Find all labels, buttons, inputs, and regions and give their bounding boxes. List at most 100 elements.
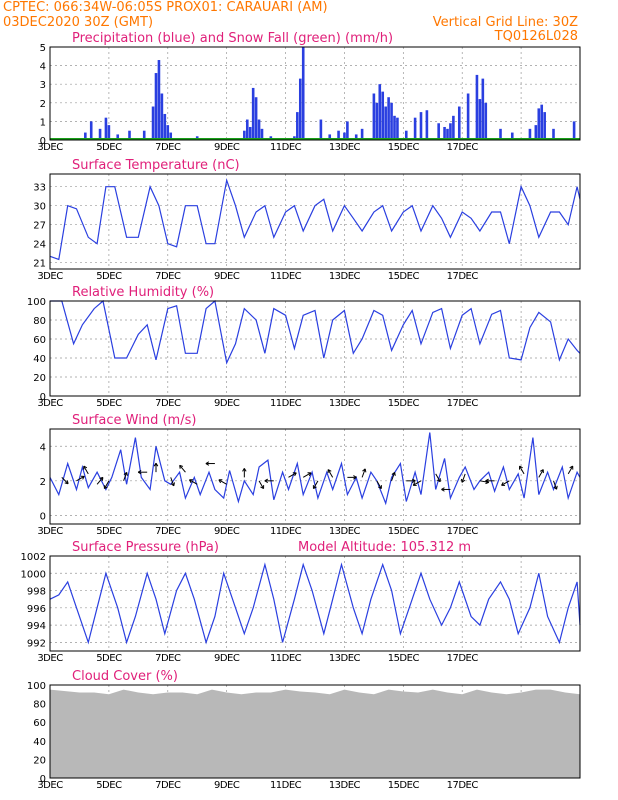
wind-arrowhead (378, 485, 382, 490)
wind-arrow (258, 480, 264, 489)
pres-xtick: 17DEC (447, 653, 479, 664)
precip-bar (528, 128, 532, 140)
temp-xtick: 5DEC (96, 271, 122, 282)
temp-xtick: 7DEC (155, 271, 181, 282)
precip-bar (481, 78, 485, 140)
precip-ytick: 1 (40, 117, 46, 128)
precip-bar (107, 125, 111, 140)
rh-frame (49, 300, 581, 397)
pres-ytick: 1000 (21, 569, 46, 580)
pres-title: Surface Pressure (hPa) (72, 540, 219, 555)
precip-xtick: 13DEC (329, 142, 361, 153)
rh-panel: 0 20 40 60 80 100 Relative Humidity (%) 3DEC 5DE… (27, 285, 581, 409)
precip-bar (151, 106, 155, 140)
wind-arrowhead (179, 464, 184, 469)
pres-ytick: 998 (27, 587, 46, 598)
precip-bar (89, 121, 93, 140)
precip-bar (245, 119, 249, 140)
wind-arrowhead (103, 485, 108, 490)
pres-ytick: 996 (27, 604, 46, 615)
precip-bar (160, 93, 164, 140)
precip-bar (510, 132, 514, 140)
precip-bar (298, 78, 302, 140)
precip-bar (478, 99, 482, 140)
wind-xtick: 15DEC (388, 526, 420, 537)
precip-bar (116, 134, 120, 140)
pres-note: Model Altitude: 105.312 m (298, 540, 471, 555)
wind-arrowhead (412, 482, 417, 486)
temp-ytick: 33 (33, 183, 46, 194)
precip-bar (343, 132, 346, 140)
precip-bar (354, 134, 358, 140)
precip-bar (128, 130, 131, 140)
wind-arrowhead (292, 472, 297, 477)
wind-arrowhead (64, 480, 69, 485)
wind-arrowhead (391, 471, 396, 476)
rh-ytick: 20 (33, 373, 46, 384)
cloud-xtick: 11DEC (270, 780, 302, 791)
precip-bar (104, 117, 108, 140)
precip-bar (301, 47, 305, 140)
pres-series-line (49, 562, 581, 645)
wind-arrowhead (123, 471, 128, 476)
pres-xtick: 11DEC (270, 653, 302, 664)
precip-bar (446, 128, 449, 140)
precip-bar (484, 102, 488, 140)
precip-bar (169, 132, 173, 140)
wind-arrow (501, 480, 510, 486)
precip-bar (413, 117, 417, 140)
wind-arrowhead (99, 476, 104, 481)
pres-xtick: 3DEC (37, 653, 63, 664)
wind-arrowhead (307, 472, 312, 477)
precip-xtick: 5DEC (96, 142, 122, 153)
cloud-xtick: 15DEC (388, 780, 420, 791)
wind-series-line (49, 432, 581, 506)
precip-bar (534, 125, 538, 140)
header-line1: CPTEC: 066:34W-06:05S PROX01: CARAUARI (… (3, 0, 328, 15)
wind-title: Surface Wind (m/s) (72, 413, 196, 428)
precip-xtick: 15DEC (388, 142, 420, 153)
precip-bar (452, 115, 455, 140)
precip-bar (543, 112, 546, 140)
wind-arrow (179, 464, 186, 473)
wind-arrowhead (501, 482, 506, 486)
pres-ytick: 992 (27, 638, 46, 649)
precip-bar (319, 119, 323, 140)
precip-bar (443, 126, 446, 140)
precip-bar (248, 126, 252, 140)
precip-bar (537, 108, 541, 140)
cloud-ytick: 20 (33, 755, 46, 766)
precip-bar (387, 97, 390, 140)
cloud-ytick: 40 (33, 737, 46, 748)
wind-arrow (170, 477, 175, 486)
cloud-area (50, 689, 580, 778)
temp-panel: 21 24 27 30 33 Surface Temperature (nC) 3DEC 5D… (33, 158, 581, 282)
precip-bar (384, 106, 387, 140)
cloud-ytick: 0 (40, 774, 46, 785)
cloud-panel: 0 20 40 60 80 100 Cloud Cover (%) 3DEC 5DEC 7DEC 9… (27, 669, 581, 791)
precip-xtick: 9DEC (214, 142, 240, 153)
wind-xtick: 13DEC (329, 526, 361, 537)
precip-ytick: 4 (40, 62, 46, 73)
header-grid-note: Vertical Grid Line: 30Z (433, 15, 578, 30)
cloud-xtick: 17DEC (447, 780, 479, 791)
precip-bar (337, 130, 340, 140)
precip-bar (98, 128, 102, 140)
wind-arrow (567, 465, 574, 475)
precip-bar (243, 130, 246, 140)
cloud-xtick: 13DEC (329, 780, 361, 791)
wind-arrowhead (153, 462, 159, 467)
precip-bar (466, 93, 470, 140)
rh-xtick: 7DEC (155, 398, 181, 409)
cloud-frame (49, 684, 581, 779)
precip-bar (166, 125, 170, 140)
wind-arrow (189, 479, 198, 485)
wind-arrow (83, 465, 89, 475)
precip-bar (419, 112, 423, 140)
rh-ytick: 80 (33, 316, 46, 327)
precip-bar (154, 73, 158, 140)
precip-bar (372, 93, 376, 140)
wind-arrow (361, 468, 366, 478)
pres-panel: 992 994 996 998 1000 1002 Surface Pressure (hP… (21, 540, 581, 664)
